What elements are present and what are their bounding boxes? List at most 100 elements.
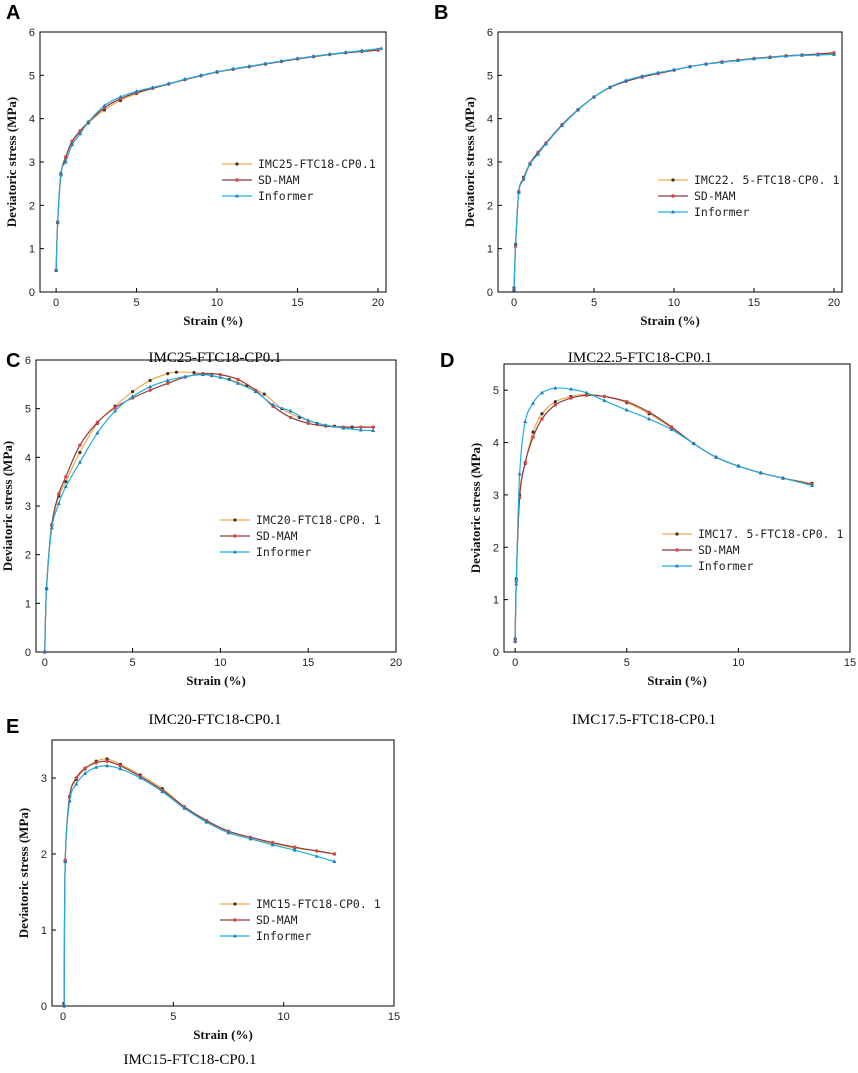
data-point-informer: [204, 819, 209, 824]
data-point-experiment: [130, 390, 135, 394]
y-tick-label: 3: [29, 157, 35, 169]
data-point-informer: [544, 141, 548, 146]
legend-label-informer: Informer: [694, 205, 749, 219]
series-experiment: [62, 757, 337, 1008]
series-line-sdmam: [514, 394, 813, 642]
data-point-sdmam: [288, 415, 293, 420]
chart-d: 0 5 10 15 0 1 2 3 4 5 Strain (%) Deviatoric stress …: [468, 363, 856, 688]
chart-e: 0 5 10 15 0 1 2 3 Strain (%) Deviatoric stress (M…: [16, 739, 400, 1042]
x-tick-label: 0: [512, 657, 518, 669]
data-point-sdmam: [359, 425, 363, 429]
data-point-informer: [198, 73, 203, 77]
legend-label-sdmam: SD-MAM: [258, 173, 300, 187]
x-tick-label: 20: [828, 297, 840, 309]
legend-label-informer: Informer: [258, 189, 313, 203]
x-tick-label: 10: [732, 657, 744, 669]
data-point-informer: [784, 54, 788, 58]
x-axis-title: Strain (%): [640, 313, 700, 328]
y-tick-label: 5: [487, 70, 493, 82]
data-point-informer: [602, 398, 607, 403]
legend-marker-experiment: [233, 518, 237, 522]
data-point-informer: [359, 48, 364, 53]
data-point-sdmam: [625, 400, 629, 404]
y-tick-label: 5: [493, 385, 499, 397]
data-point-informer: [67, 798, 72, 803]
x-tick-label: 0: [511, 297, 517, 309]
x-tick-label: 15: [844, 657, 856, 669]
data-point-informer: [118, 766, 123, 771]
data-point-informer: [63, 159, 68, 164]
data-point-informer: [118, 94, 123, 99]
panel-letter-e: E: [6, 716, 20, 738]
y-axis-title: Deviatoric stress (MPa): [4, 97, 19, 227]
data-point-informer: [182, 806, 187, 810]
y-tick-label: 4: [25, 452, 31, 464]
data-point-experiment: [262, 392, 266, 396]
y-tick-label: 3: [493, 490, 499, 502]
data-point-sdmam: [105, 759, 109, 763]
data-point-informer: [832, 52, 836, 56]
x-tick-label: 5: [170, 1011, 176, 1023]
data-point-informer: [539, 390, 544, 395]
data-point-sdmam: [94, 761, 98, 765]
y-tick-label: 6: [487, 27, 493, 39]
legend-marker-sdmam: [235, 178, 239, 182]
data-point-sdmam: [166, 381, 170, 386]
legend-marker-experiment: [671, 178, 675, 182]
data-point-informer: [528, 161, 532, 166]
data-point-sdmam: [540, 417, 544, 421]
data-point-informer: [379, 46, 384, 50]
data-point-informer: [134, 89, 139, 93]
data-point-sdmam: [218, 372, 223, 377]
y-axis-title: Deviatoric stress (MPa): [468, 443, 483, 573]
panel-letter-c: C: [6, 350, 21, 372]
data-point-informer: [200, 372, 205, 376]
x-axis-title: Strain (%): [193, 1027, 253, 1042]
data-point-informer: [513, 639, 518, 643]
legend-label-experiment: IMC25-FTC18-CP0.1: [258, 157, 376, 171]
legend-marker-sdmam: [671, 194, 675, 198]
data-point-sdmam: [523, 460, 527, 465]
legend: IMC20-FTC18-CP0. 1 SD-MAM Informer: [220, 513, 381, 559]
legend-label-experiment: IMC20-FTC18-CP0. 1: [256, 513, 381, 527]
y-tick-label: 1: [493, 595, 499, 607]
data-point-sdmam: [64, 475, 68, 479]
data-point-sdmam: [293, 845, 297, 849]
chart-a: 0 5 10 15 20 0 1 2 3 4 5 6 Strain (%) Deviatoric stre…: [4, 27, 387, 328]
data-point-sdmam: [74, 776, 78, 780]
data-point-informer: [800, 53, 804, 57]
data-point-informer: [584, 390, 589, 395]
data-point-informer: [183, 374, 188, 378]
y-tick-label: 1: [487, 244, 493, 256]
data-point-informer: [311, 54, 316, 58]
legend-label-sdmam: SD-MAM: [256, 529, 298, 543]
data-point-sdmam: [113, 405, 117, 410]
y-tick-label: 6: [25, 355, 31, 367]
series-line-sdmam: [513, 52, 835, 290]
data-point-sdmam: [57, 492, 61, 496]
data-point-informer: [560, 123, 564, 127]
data-point-informer: [306, 418, 311, 422]
data-point-informer: [358, 427, 363, 432]
data-point-informer: [56, 501, 61, 505]
data-point-informer: [314, 854, 319, 858]
data-point-sdmam: [236, 377, 240, 382]
data-point-informer: [517, 471, 522, 476]
legend-marker-experiment: [675, 532, 679, 536]
data-point-sdmam: [531, 435, 535, 440]
data-point-informer: [514, 581, 519, 586]
panel-letter-d: D: [440, 350, 455, 372]
data-point-informer: [568, 386, 573, 391]
data-point-informer: [49, 525, 54, 530]
legend-label-sdmam: SD-MAM: [694, 189, 736, 203]
data-point-informer: [63, 859, 68, 863]
data-point-sdmam: [270, 840, 275, 845]
data-point-informer: [323, 423, 328, 427]
data-point-informer: [231, 66, 236, 71]
legend: IMC17. 5-FTC18-CP0. 1 SD-MAM Informer: [662, 527, 843, 573]
data-point-informer: [640, 74, 644, 78]
chart-c: 0 5 10 15 20 0 1 2 3 4 5 6 Strain (%) Deviatoric stre…: [0, 355, 402, 688]
data-point-sdmam: [332, 852, 337, 856]
data-point-informer: [512, 287, 516, 292]
x-tick-label: 5: [130, 657, 136, 669]
